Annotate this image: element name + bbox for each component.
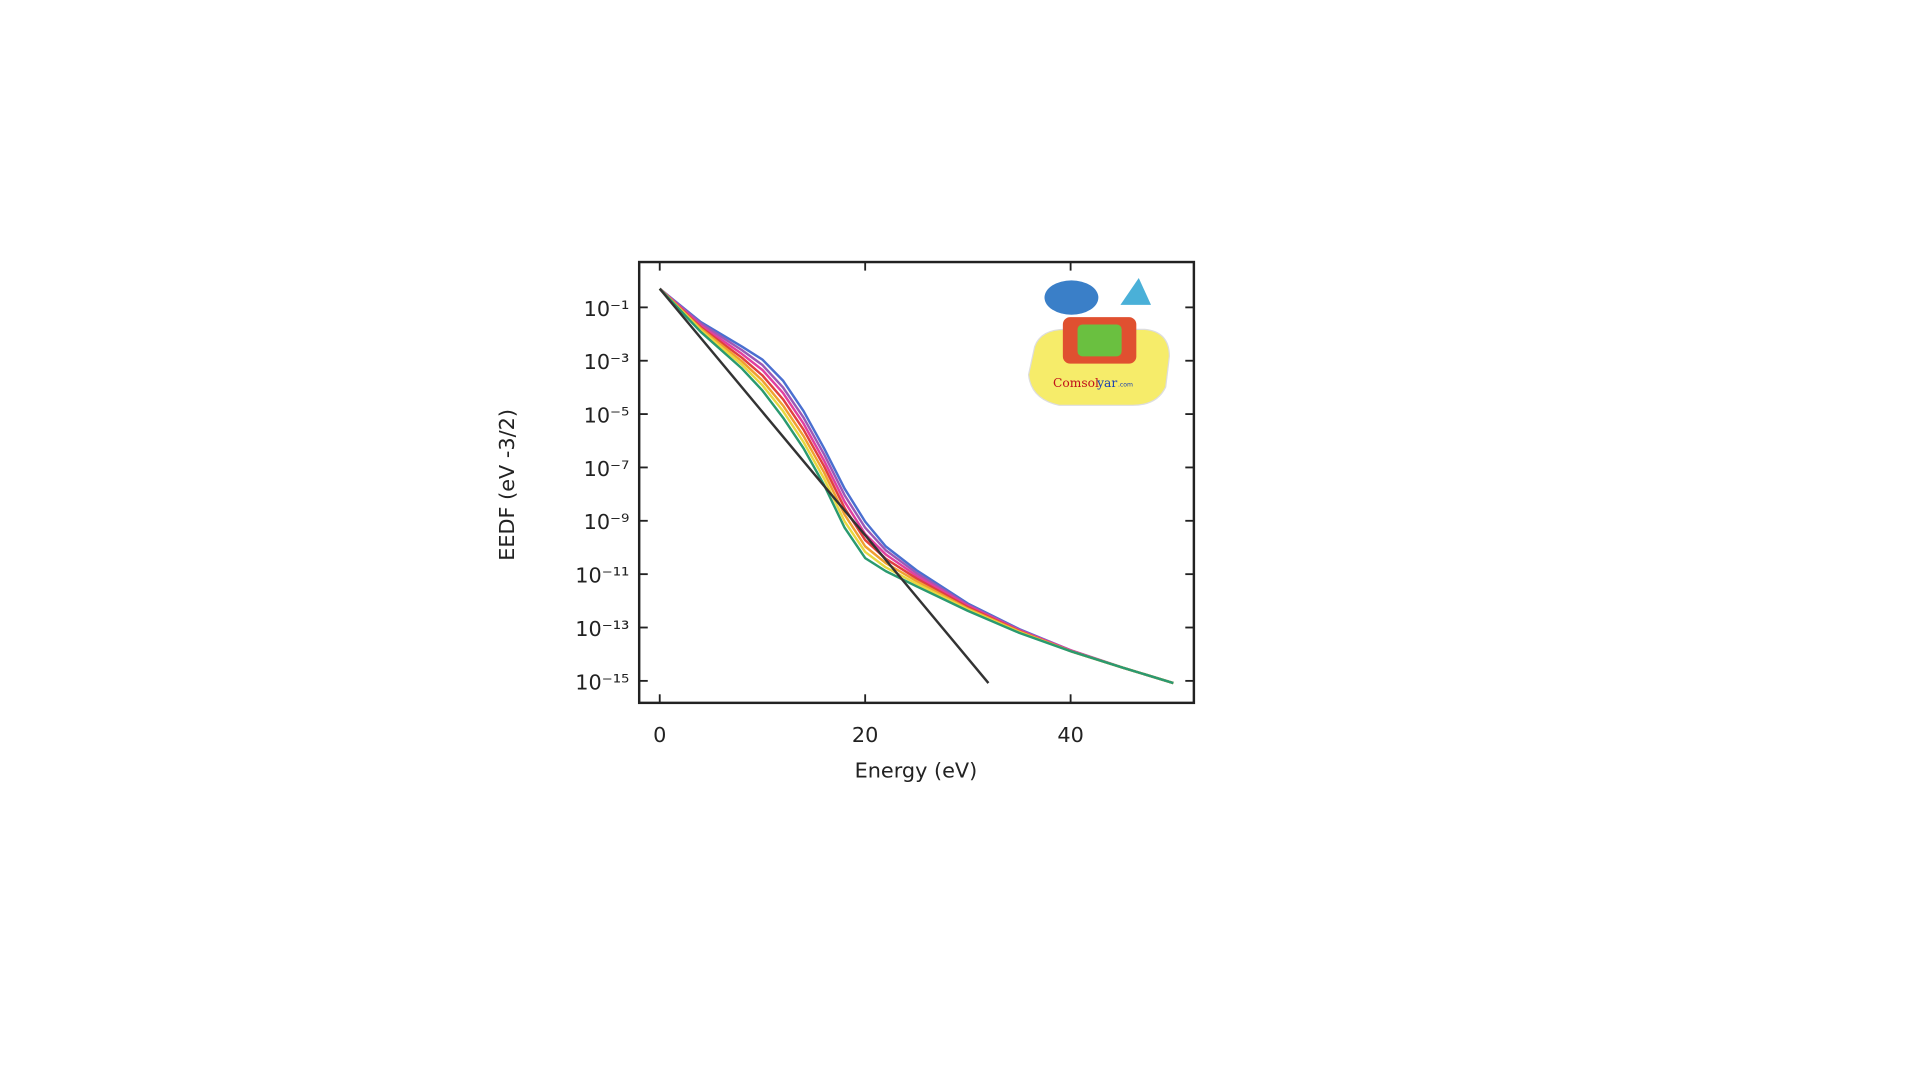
logo-shape <box>1044 280 1099 315</box>
y-tick-label: 10⁻¹⁵ <box>575 670 629 694</box>
y-axis-label: EEDF (eV -3/2) <box>495 409 519 561</box>
x-tick-label: 0 <box>653 723 666 747</box>
logo-brand: Comsol <box>1053 376 1099 390</box>
logo-shape <box>1077 324 1122 357</box>
y-tick-label: 10⁻¹ <box>584 297 630 321</box>
y-tick-label: 10⁻⁷ <box>584 457 630 481</box>
logo-domain: .com <box>1118 381 1133 388</box>
series-line <box>658 287 1174 685</box>
x-tick-label: 40 <box>1057 723 1083 747</box>
logo: Comsol yar .com <box>1027 277 1171 406</box>
y-tick-label: 10⁻⁹ <box>584 510 630 534</box>
logo-shape <box>1120 277 1152 305</box>
x-axis-label: Energy (eV) <box>855 758 978 782</box>
axes: 10⁻¹ 10⁻³ 10⁻⁵ 10⁻⁷ 10⁻⁹ 10⁻¹¹ 10⁻¹³ 10⁻¹⁵ 0 20 40 <box>575 262 1194 747</box>
y-tick-label: 10⁻¹¹ <box>575 564 629 588</box>
x-tick-label: 20 <box>852 723 878 747</box>
series-line <box>658 287 990 684</box>
y-tick-label: 10⁻⁵ <box>584 404 630 428</box>
y-tick-label: 10⁻³ <box>584 350 630 374</box>
plot-frame <box>637 260 1196 705</box>
y-tick-label: 10⁻¹³ <box>575 617 629 641</box>
logo-suffix: yar <box>1096 376 1117 390</box>
plot-area <box>658 287 1174 685</box>
